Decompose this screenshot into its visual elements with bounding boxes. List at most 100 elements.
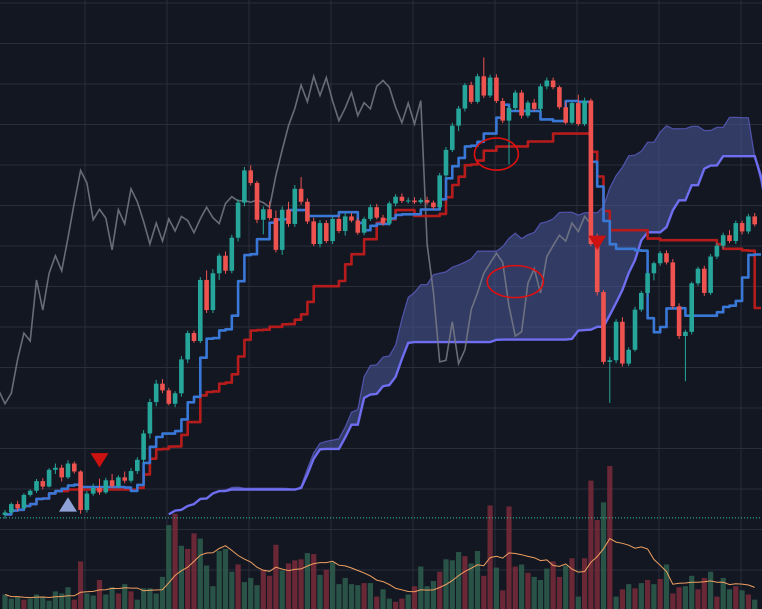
candle-body — [198, 279, 203, 342]
volume-bar — [65, 587, 71, 609]
volume-bar — [342, 577, 348, 609]
volume-bar — [670, 593, 676, 609]
chikou-span — [0, 73, 592, 406]
candle-body — [21, 494, 27, 509]
volume-bar — [241, 582, 247, 609]
volume-bar — [676, 587, 682, 609]
volume-bar — [525, 572, 531, 609]
volume-bar — [512, 566, 518, 609]
candle-body — [128, 471, 134, 481]
cloud-area — [168, 117, 762, 515]
volume-bar — [109, 587, 115, 609]
tenkan-sen — [5, 99, 761, 516]
candle-body — [349, 216, 354, 221]
volume-bar — [260, 569, 266, 609]
volume-bar — [298, 559, 304, 609]
candle-body — [702, 268, 707, 293]
volume-bar — [430, 581, 436, 609]
volume-bar — [166, 525, 172, 609]
candle-body — [468, 85, 474, 102]
candle-body — [613, 321, 619, 361]
candle-body — [487, 77, 493, 96]
volume-bar — [607, 466, 613, 609]
candle-body — [342, 216, 348, 232]
volume-bar — [185, 548, 191, 609]
candle-body — [166, 390, 172, 404]
volume-bar — [399, 598, 405, 609]
volume-bars — [2, 466, 758, 609]
candle-body — [531, 102, 537, 109]
volume-bar — [279, 570, 285, 609]
volume-bar — [273, 544, 279, 609]
candle-body — [204, 279, 209, 311]
candle-body — [90, 487, 96, 494]
candle-body — [242, 170, 247, 203]
candle-body — [462, 85, 468, 109]
volume-bar — [52, 591, 58, 609]
tenkan-line — [5, 99, 761, 516]
volume-bar — [317, 574, 323, 609]
volume-bar — [569, 558, 575, 609]
volume-bar — [90, 595, 96, 609]
sell-marker — [588, 235, 607, 251]
candle-body — [563, 107, 568, 123]
volume-bar — [141, 588, 147, 609]
volume-bar — [159, 576, 166, 609]
volume-bar — [752, 599, 758, 609]
volume-bar — [361, 583, 367, 609]
candle-body — [550, 80, 556, 88]
volume-bar — [456, 552, 462, 609]
volume-bar — [348, 584, 355, 609]
volume-bar — [500, 590, 506, 609]
candle-body — [185, 333, 190, 360]
candle-body — [670, 262, 676, 307]
candle-body — [374, 207, 379, 218]
volume-bar — [153, 593, 159, 609]
senkou-span-a-line — [168, 116, 762, 515]
candle-body — [172, 393, 178, 404]
candle-body — [191, 333, 197, 342]
volume-bar — [726, 589, 733, 609]
candle-body — [594, 244, 600, 293]
candle-body — [223, 255, 228, 271]
volume-bar — [122, 584, 128, 609]
volume-bar — [254, 585, 260, 609]
candle-body — [330, 218, 335, 242]
candle-body — [538, 86, 543, 109]
candle-body — [361, 218, 367, 233]
candle-body — [324, 223, 329, 242]
volume-bar — [411, 586, 418, 609]
candle-body — [689, 283, 694, 332]
candle-body — [664, 253, 669, 263]
candle-body — [739, 223, 745, 232]
candle-body — [254, 182, 260, 220]
candle-body — [620, 321, 625, 364]
candle-body — [683, 331, 688, 336]
candle-body — [601, 292, 606, 362]
candle-body — [607, 360, 613, 362]
volume-bar — [235, 564, 241, 609]
volume-bar — [682, 586, 688, 609]
volume-bar — [714, 596, 720, 609]
candle-body — [475, 76, 480, 102]
volume-bar — [745, 594, 751, 609]
volume-bar — [588, 480, 594, 609]
candle-body — [720, 235, 726, 246]
volume-bar — [437, 571, 443, 609]
candle-body — [65, 463, 71, 478]
volume-bar — [645, 580, 651, 609]
candle-body — [399, 196, 405, 201]
volume-bar — [355, 585, 361, 609]
volume-bar — [600, 502, 607, 609]
candle-body — [412, 200, 417, 203]
volume-bar — [386, 598, 392, 609]
candle-body — [273, 218, 279, 250]
candle-body — [494, 77, 499, 101]
candle-body — [267, 209, 272, 219]
candle-body — [695, 268, 701, 284]
volume-bar — [405, 594, 411, 609]
candle-body — [368, 207, 373, 219]
candle-body — [708, 256, 713, 293]
